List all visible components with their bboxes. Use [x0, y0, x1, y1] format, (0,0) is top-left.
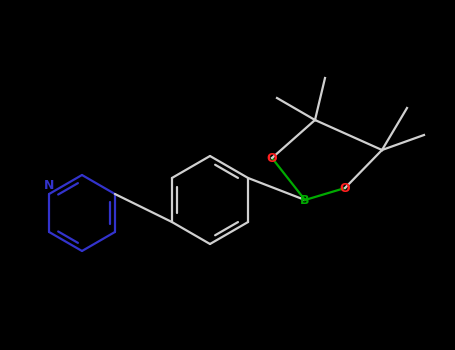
Text: O: O [267, 152, 277, 164]
Text: O: O [340, 182, 350, 195]
Text: B: B [300, 194, 310, 206]
Text: N: N [44, 179, 54, 192]
